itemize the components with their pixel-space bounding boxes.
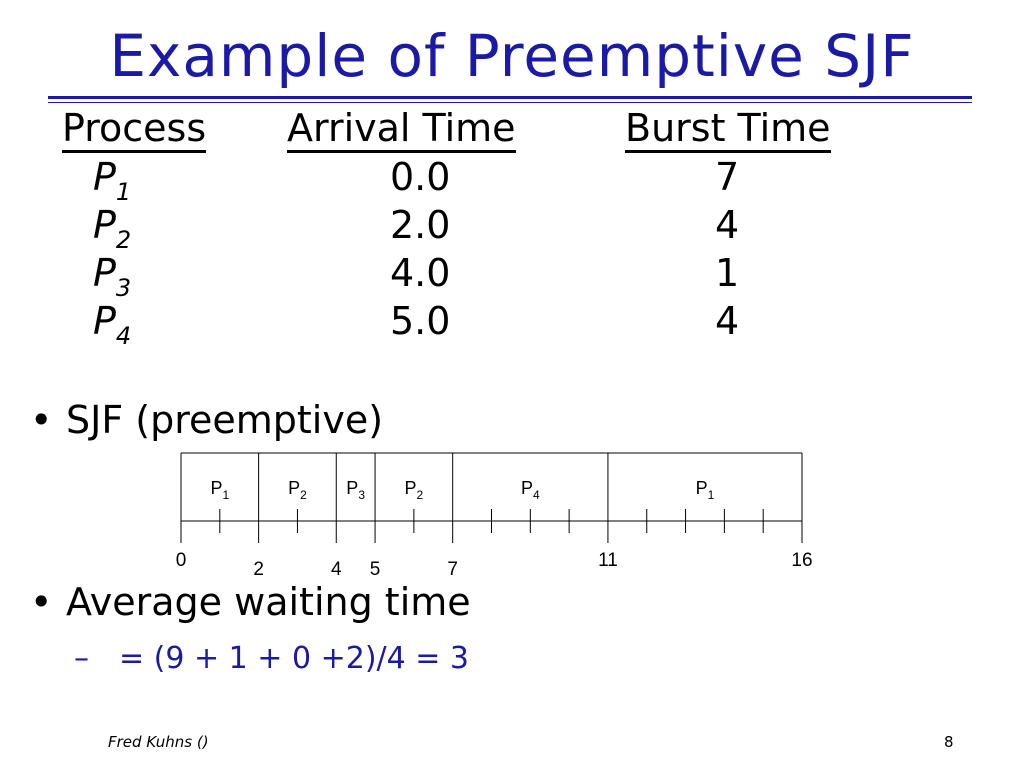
gantt-time-label: 5 bbox=[370, 559, 381, 580]
gantt-time-label: 2 bbox=[253, 559, 264, 580]
formula-text: = (9 + 1 + 0 +2)/4 = 3 bbox=[119, 641, 470, 676]
bullet-average-waiting-time: • Average waiting time bbox=[30, 580, 471, 624]
bullet-glyph: • bbox=[30, 580, 53, 624]
gantt-segment-label: P4 bbox=[521, 478, 540, 502]
arrival-time-1: 0.0 bbox=[390, 155, 451, 199]
gantt-time-label: 0 bbox=[176, 550, 187, 571]
title-rule-thin bbox=[48, 102, 972, 103]
arrival-time-3: 4.0 bbox=[390, 251, 451, 295]
bullet-text: Average waiting time bbox=[66, 580, 471, 624]
process-name-2: P2 bbox=[93, 203, 132, 254]
bullet-text: SJF (preemptive) bbox=[66, 398, 384, 442]
gantt-time-label: 16 bbox=[791, 550, 812, 571]
sub-bullet-formula: – = (9 + 1 + 0 +2)/4 = 3 bbox=[74, 641, 470, 677]
gantt-segment-label: P1 bbox=[696, 478, 715, 502]
arrival-time-4: 5.0 bbox=[390, 299, 451, 343]
header-arrival-time: Arrival Time bbox=[287, 106, 516, 153]
burst-time-1: 7 bbox=[715, 155, 740, 199]
title-rule-thick bbox=[48, 96, 972, 99]
burst-time-4: 4 bbox=[715, 299, 740, 343]
gantt-segment-label: P1 bbox=[210, 478, 229, 502]
footer-author: Fred Kuhns () bbox=[108, 733, 209, 751]
gantt-segment-label: P2 bbox=[405, 478, 424, 502]
bullet-sjf-preemptive: • SJF (preemptive) bbox=[30, 398, 384, 442]
slide-title: Example of Preemptive SJF bbox=[109, 22, 915, 90]
page-number: 8 bbox=[944, 733, 954, 751]
gantt-segment-label: P3 bbox=[346, 478, 365, 502]
process-name-1: P1 bbox=[93, 155, 132, 206]
gantt-segment-label: P2 bbox=[288, 478, 307, 502]
burst-time-3: 1 bbox=[715, 251, 740, 295]
header-burst-time: Burst Time bbox=[625, 106, 831, 153]
burst-time-2: 4 bbox=[715, 203, 740, 247]
process-name-4: P4 bbox=[93, 299, 132, 350]
gantt-time-label: 11 bbox=[598, 550, 618, 571]
arrival-time-2: 2.0 bbox=[390, 203, 451, 247]
gantt-time-label: 4 bbox=[331, 559, 342, 580]
gantt-time-label: 7 bbox=[447, 559, 458, 580]
bullet-glyph: • bbox=[30, 398, 53, 442]
process-name-3: P3 bbox=[93, 251, 132, 302]
dash-glyph: – bbox=[74, 641, 89, 676]
header-process: Process bbox=[62, 106, 207, 153]
